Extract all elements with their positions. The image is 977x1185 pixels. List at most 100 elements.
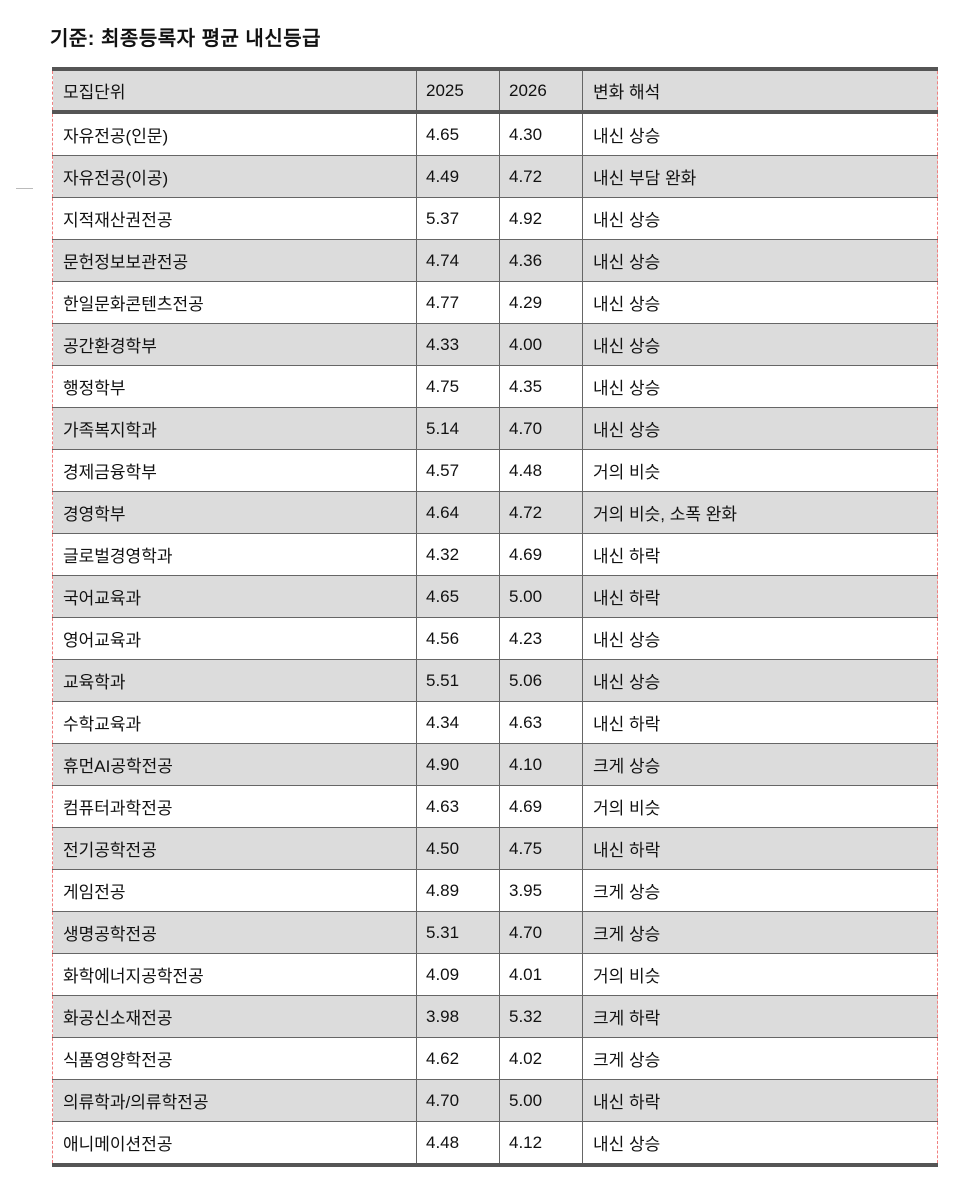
cell-2025: 4.74 [416,239,500,282]
cell-interpretation: 거의 비슷 [582,785,938,828]
table-row: 게임전공 4.89 3.95 크게 상승 [52,869,938,912]
cell-2025: 4.56 [416,617,500,660]
cell-unit: 게임전공 [52,869,417,912]
cell-interpretation: 내신 하락 [582,575,938,618]
cell-2026: 4.02 [499,1037,583,1080]
header-unit: 모집단위 [52,69,417,113]
cell-2025: 4.34 [416,701,500,744]
cell-unit: 자유전공(인문) [52,112,417,156]
cell-2026: 4.01 [499,953,583,996]
cell-2026: 5.32 [499,995,583,1038]
header-interpretation: 변화 해석 [582,69,938,113]
cell-2026: 5.00 [499,575,583,618]
cell-2025: 4.75 [416,365,500,408]
cell-unit: 가족복지학과 [52,407,417,450]
table-row: 휴먼AI공학전공 4.90 4.10 크게 상승 [52,743,938,786]
table-row: 지적재산권전공 5.37 4.92 내신 상승 [52,197,938,240]
cell-unit: 한일문화콘텐츠전공 [52,281,417,324]
table-row: 영어교육과 4.56 4.23 내신 상승 [52,617,938,660]
cell-interpretation: 크게 하락 [582,995,938,1038]
cell-unit: 지적재산권전공 [52,197,417,240]
table-row: 컴퓨터과학전공 4.63 4.69 거의 비슷 [52,785,938,828]
cell-2026: 4.72 [499,155,583,198]
cell-2025: 4.09 [416,953,500,996]
cell-2025: 4.50 [416,827,500,870]
cell-2026: 4.36 [499,239,583,282]
table-row: 공간환경학부 4.33 4.00 내신 상승 [52,323,938,366]
cell-2025: 4.77 [416,281,500,324]
table-row: 화학에너지공학전공 4.09 4.01 거의 비슷 [52,953,938,996]
cell-2025: 4.89 [416,869,500,912]
cell-2026: 4.63 [499,701,583,744]
cell-2025: 3.98 [416,995,500,1038]
cell-2025: 4.90 [416,743,500,786]
cell-2026: 5.06 [499,659,583,702]
table-row: 식품영양학전공 4.62 4.02 크게 상승 [52,1037,938,1080]
cell-interpretation: 거의 비슷 [582,449,938,492]
cell-2026: 3.95 [499,869,583,912]
cell-interpretation: 내신 하락 [582,701,938,744]
table-row: 의류학과/의류학전공 4.70 5.00 내신 하락 [52,1079,938,1122]
cell-interpretation: 내신 하락 [582,1079,938,1122]
cell-interpretation: 내신 하락 [582,533,938,576]
cell-2026: 4.00 [499,323,583,366]
cell-unit: 화학에너지공학전공 [52,953,417,996]
table-row: 교육학과 5.51 5.06 내신 상승 [52,659,938,702]
cell-unit: 공간환경학부 [52,323,417,366]
cell-2026: 4.72 [499,491,583,534]
cell-2025: 4.49 [416,155,500,198]
cell-unit: 애니메이션전공 [63,1135,173,1154]
cell-interpretation: 내신 상승 [582,239,938,282]
cell-unit: 경제금융학부 [52,449,417,492]
cell-2025: 4.62 [416,1037,500,1080]
table-row: 전기공학전공 4.50 4.75 내신 하락 [52,827,938,870]
cell-unit: 생명공학전공 [52,911,417,954]
table-row: 한일문화콘텐츠전공 4.77 4.29 내신 상승 [52,281,938,324]
cell-unit: 국어교육과 [52,575,417,618]
cell-2026: 4.92 [499,197,583,240]
cell-2026: 4.75 [499,827,583,870]
cell-interpretation: 크게 상승 [582,743,938,786]
cell-2025: 4.65 [416,575,500,618]
cell-2025: 4.65 [416,112,500,156]
cell-2025: 4.33 [416,323,500,366]
cell-2025: 5.51 [416,659,500,702]
cell-interpretation: 내신 상승 [582,659,938,702]
page-title: 기준: 최종등록자 평균 내신등급 [50,28,322,50]
table-row: 자유전공(이공) 4.49 4.72 내신 부담 완화 [52,155,938,198]
cell-unit: 교육학과 [52,659,417,702]
grade-table: 모집단위 2025 2026 변화 해석 자유전공(인문) 4.65 4.30 내신 … [52,67,938,1167]
cell-2026: 5.00 [499,1079,583,1122]
table-row: 수학교육과 4.34 4.63 내신 하락 [52,701,938,744]
cell-2026: 4.69 [499,533,583,576]
cell-2026: 4.70 [499,407,583,450]
cell-interpretation: 내신 상승 [582,617,938,660]
header-2025: 2025 [416,69,500,113]
cell-interpretation: 내신 상승 [582,197,938,240]
cell-2025: 4.32 [416,533,500,576]
cell-2026: 4.23 [499,617,583,660]
cell-unit: 의류학과/의류학전공 [52,1079,417,1122]
table-row: 문헌정보보관전공 4.74 4.36 내신 상승 [52,239,938,282]
table-row: 가족복지학과 5.14 4.70 내신 상승 [52,407,938,450]
cell-interpretation: 내신 상승 [582,112,938,156]
cell-2025: 5.31 [416,911,500,954]
cell-unit: 자유전공(이공) [52,155,417,198]
cell-2025: 4.63 [416,785,500,828]
cell-interpretation: 크게 상승 [582,869,938,912]
cell-2026: 4.35 [499,365,583,408]
table-row: 글로벌경영학과 4.32 4.69 내신 하락 [52,533,938,576]
cell-2025: 4.48 [416,1121,500,1165]
cell-interpretation: 내신 상승 [582,323,938,366]
cell-2025: 5.14 [416,407,500,450]
cell-unit: 영어교육과 [52,617,417,660]
cell-unit: 화공신소재전공 [52,995,417,1038]
cell-interpretation: 크게 상승 [582,911,938,954]
table-row: 화공신소재전공 3.98 5.32 크게 하락 [52,995,938,1038]
cell-2026: 4.70 [499,911,583,954]
cell-interpretation: 내신 부담 완화 [582,155,938,198]
cell-2025: 5.37 [416,197,500,240]
cell-unit: 행정학부 [52,365,417,408]
cell-interpretation: 거의 비슷, 소폭 완화 [582,491,938,534]
cell-2025: 4.64 [416,491,500,534]
